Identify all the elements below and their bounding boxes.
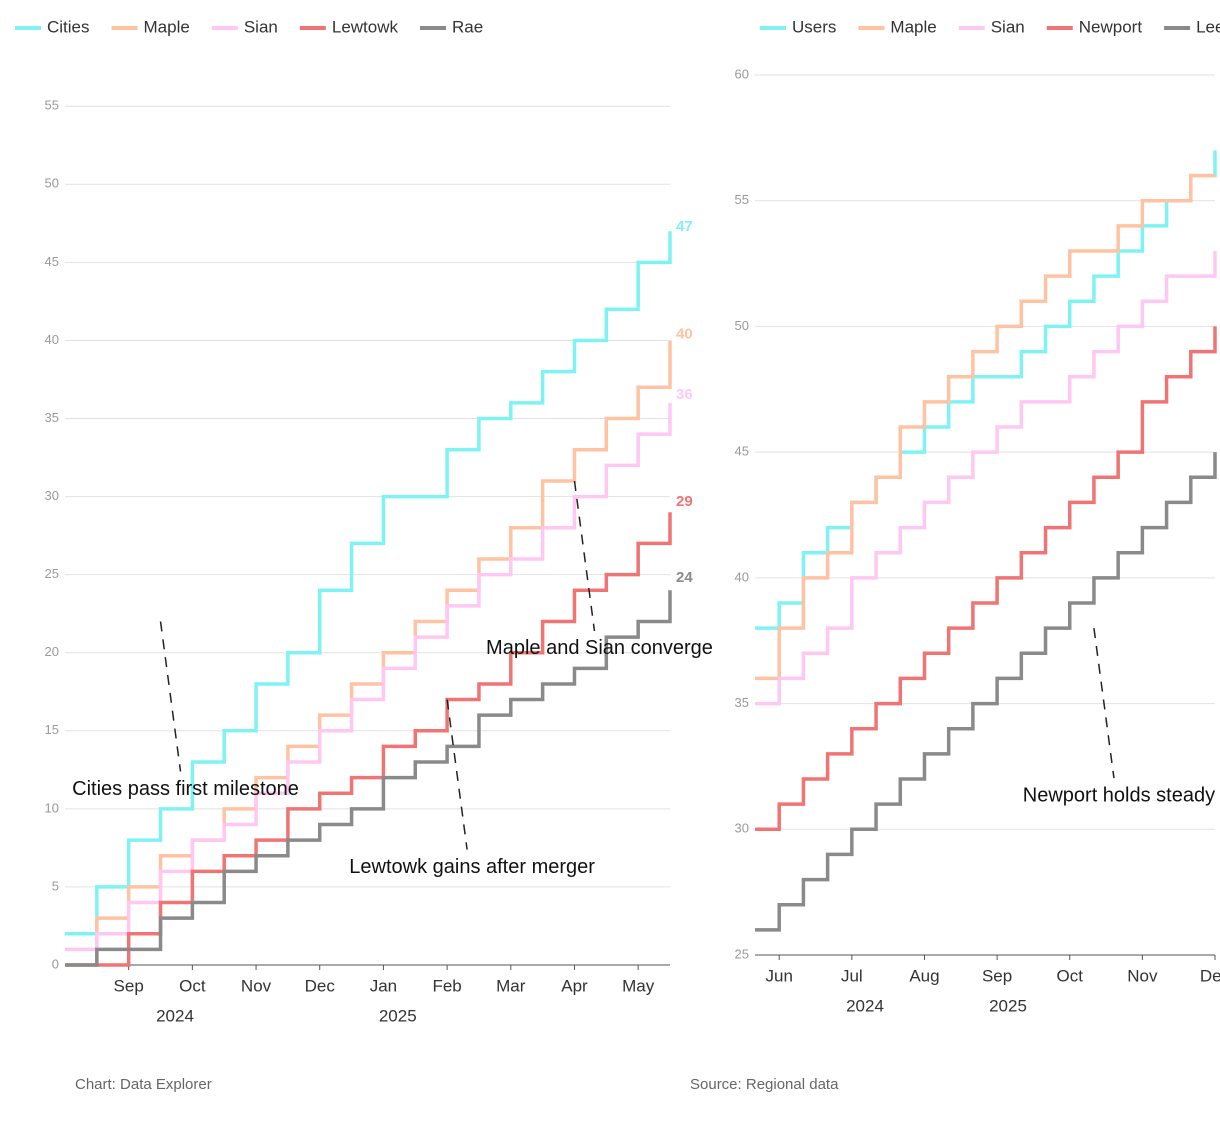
y-tick-label: 40 [45, 332, 59, 347]
step-line [755, 173, 1215, 681]
period-label: 2025 [989, 996, 1027, 1015]
legend-label: Sian [244, 17, 278, 36]
x-tick-label: Dec [305, 976, 336, 995]
end-label: 36 [676, 386, 693, 403]
step-line [755, 452, 1217, 932]
y-tick-label: 60 [735, 66, 749, 81]
legend-label: Lewtowk [332, 17, 399, 36]
x-tick-label: Sep [114, 976, 144, 995]
end-label: 24 [676, 569, 693, 586]
annotation-arrow [1093, 628, 1115, 779]
y-tick-label: 40 [735, 569, 749, 584]
y-tick-label: 35 [735, 695, 749, 710]
x-tick-label: Oct [179, 976, 206, 995]
step-line [755, 251, 1217, 706]
y-tick-label: 10 [45, 800, 59, 815]
x-tick-label: Nov [1127, 966, 1158, 985]
period-label: 2024 [846, 996, 884, 1015]
annotation: Lewtowk gains after merger [349, 856, 595, 878]
x-tick-label: Dec [1200, 966, 1220, 985]
end-label: 47 [676, 218, 693, 235]
x-tick-label: Aug [909, 966, 939, 985]
legend-label: Cities [47, 17, 90, 36]
step-line [65, 402, 672, 952]
y-tick-label: 35 [45, 410, 59, 425]
step-line [65, 512, 672, 967]
period-label: 2024 [156, 1006, 194, 1025]
step-line [65, 590, 672, 967]
step-line [755, 150, 1217, 630]
annotation-arrow [573, 480, 596, 632]
legend-label: Rae [452, 17, 483, 36]
x-tick-label: Feb [432, 976, 461, 995]
annotation-arrow [159, 621, 182, 772]
step-line [755, 326, 1217, 832]
source: Chart: Data Explorer [75, 1076, 212, 1093]
x-tick-label: Oct [1057, 966, 1084, 985]
y-tick-label: 30 [735, 821, 749, 836]
x-tick-label: Jun [765, 966, 792, 985]
y-tick-label: 30 [45, 488, 59, 503]
y-tick-label: 50 [735, 318, 749, 333]
legend-label: Sian [991, 17, 1025, 36]
y-tick-label: 25 [735, 946, 749, 961]
y-tick-label: 5 [52, 878, 59, 893]
step-line [65, 231, 672, 936]
y-tick-label: 45 [735, 444, 749, 459]
x-tick-label: Nov [241, 976, 272, 995]
y-tick-label: 20 [45, 644, 59, 659]
end-label: 40 [676, 325, 693, 342]
annotation-arrow [446, 699, 468, 850]
source: Source: Regional data [690, 1076, 839, 1093]
x-tick-label: Jul [841, 966, 863, 985]
x-tick-label: Jan [370, 976, 397, 995]
y-tick-label: 55 [735, 192, 749, 207]
end-label: 29 [676, 493, 693, 510]
x-tick-label: Apr [561, 976, 588, 995]
legend-label: Lee [1196, 17, 1220, 36]
y-tick-label: 15 [45, 722, 59, 737]
y-tick-label: 45 [45, 254, 59, 269]
legend-label: Maple [144, 17, 190, 36]
annotation: Cities pass first milestone [72, 778, 299, 800]
period-label: 2025 [379, 1006, 417, 1025]
y-tick-label: 0 [52, 956, 59, 971]
annotation: Maple and Sian converge [486, 637, 713, 659]
y-tick-label: 25 [45, 566, 59, 581]
legend-label: Newport [1079, 17, 1143, 36]
annotation: Newport holds steady [1023, 784, 1215, 806]
legend-label: Maple [890, 17, 936, 36]
y-tick-label: 55 [45, 98, 59, 113]
x-tick-label: May [622, 976, 655, 995]
y-tick-label: 50 [45, 176, 59, 191]
x-tick-label: Sep [982, 966, 1012, 985]
legend-label: Users [792, 17, 836, 36]
x-tick-label: Mar [496, 976, 526, 995]
